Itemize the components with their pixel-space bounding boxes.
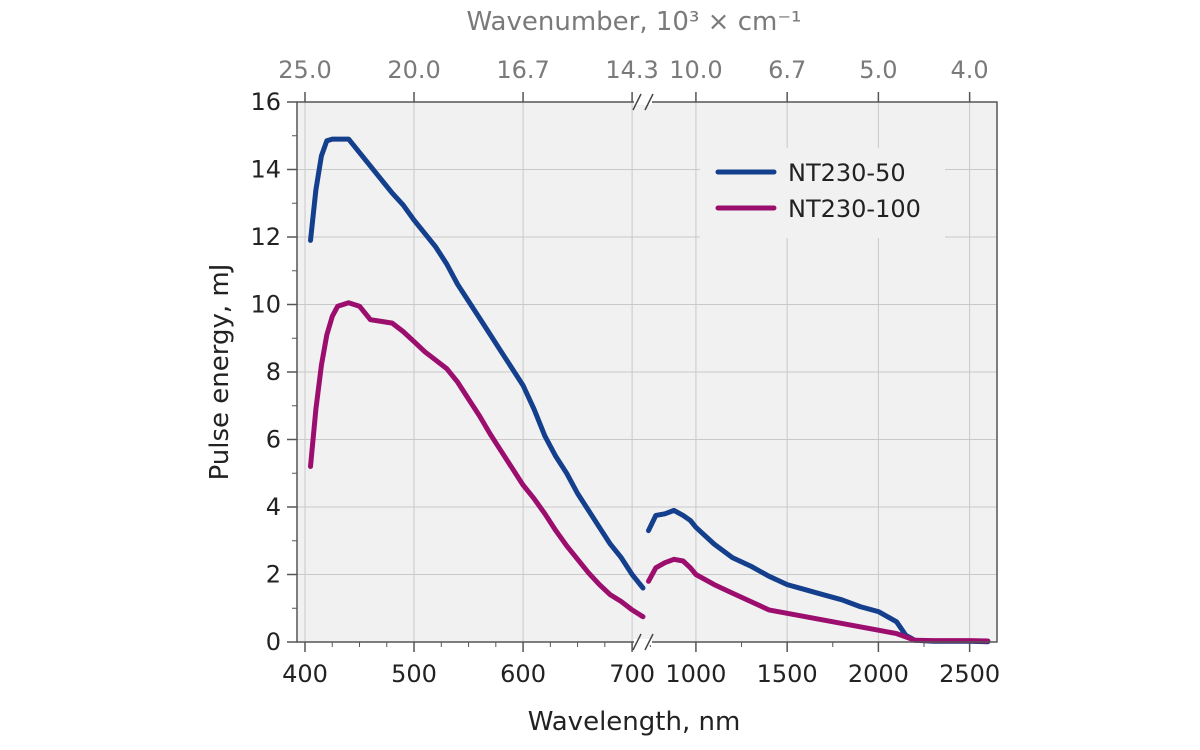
x-tick-label: 500	[391, 660, 437, 688]
top-tick-label: 6.7	[768, 56, 806, 84]
x-tick-label: 1000	[665, 660, 726, 688]
y-tick-label: 12	[250, 223, 281, 251]
ticks	[287, 92, 971, 652]
y-tick-label: 0	[266, 628, 281, 656]
break-gap	[634, 99, 652, 105]
legend-label: NT230-50	[788, 159, 906, 187]
legend: NT230-50 NT230-100	[700, 148, 945, 238]
x-axis-title: Wavelength, nm	[528, 707, 741, 737]
y-tick-label: 2	[266, 561, 281, 589]
top-tick-label: 16.7	[496, 56, 549, 84]
x-tick-label: 2000	[848, 660, 909, 688]
legend-label: NT230-100	[788, 195, 921, 223]
top-tick-label: 4.0	[951, 56, 989, 84]
x-tick-label: 400	[282, 660, 328, 688]
top-tick-label: 14.3	[605, 56, 658, 84]
x-tick-label: 1500	[757, 660, 818, 688]
top-tick-label: 5.0	[859, 56, 897, 84]
y-tick-label: 10	[250, 291, 281, 319]
y-tick-label: 4	[266, 493, 281, 521]
top-tick-label: 10.0	[669, 56, 722, 84]
x-tick-label: 2500	[939, 660, 1000, 688]
break-slash	[632, 93, 642, 111]
y-tick-label: 14	[250, 156, 281, 184]
series-line-nt230-100-segment1	[308, 300, 646, 620]
x-tick-label: 700	[609, 660, 655, 688]
break-slash	[644, 93, 654, 111]
legend-box	[700, 148, 945, 238]
break-slash	[644, 633, 654, 651]
tick-labels: 0 2 4 6 8 10 12 14 16 400 25.0 500 20.0 600 16.7 700 14.…	[250, 56, 1000, 688]
break-slash	[632, 633, 642, 651]
top-axis-title: Wavenumber, 10³ × cm⁻¹	[467, 7, 802, 37]
break-gap	[634, 639, 652, 645]
y-tick-label: 8	[266, 358, 281, 386]
series-layer	[308, 136, 991, 645]
top-tick-label: 20.0	[387, 56, 440, 84]
y-axis-title: Pulse energy, mJ	[205, 264, 235, 481]
axis-break-marks	[632, 93, 654, 651]
series-line-nt230-50-segment1	[308, 136, 646, 591]
y-tick-label: 6	[266, 426, 281, 454]
x-tick-label: 600	[500, 660, 546, 688]
series-line-nt230-100-segment2	[646, 556, 991, 644]
top-tick-label: 25.0	[278, 56, 331, 84]
y-tick-label: 16	[250, 88, 281, 116]
